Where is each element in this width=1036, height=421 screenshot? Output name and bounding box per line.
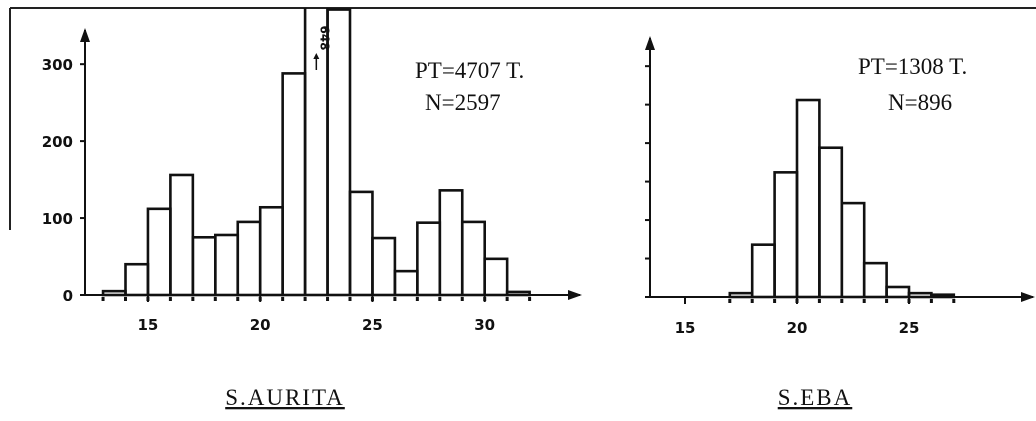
x-minor-tick bbox=[393, 297, 397, 301]
annotation: PT=1308 T. bbox=[858, 54, 967, 79]
x-axis-arrow bbox=[568, 290, 582, 300]
bar bbox=[348, 190, 374, 297]
x-minor-tick bbox=[952, 299, 956, 303]
x-tick-label: 15 bbox=[675, 319, 696, 337]
x-tick-label: 20 bbox=[250, 316, 271, 334]
y-tick-label: 0 bbox=[63, 287, 73, 305]
x-tick-label: 30 bbox=[474, 316, 495, 334]
x-axis-arrow bbox=[1021, 292, 1035, 302]
x-tick-label: 15 bbox=[138, 316, 159, 334]
y-tick-label: 200 bbox=[42, 133, 73, 151]
bar bbox=[862, 261, 888, 299]
chart-title: S.EBA bbox=[778, 385, 853, 410]
annotation: N=896 bbox=[888, 90, 952, 115]
annotation: N=2597 bbox=[425, 90, 501, 115]
bar bbox=[214, 233, 240, 297]
bar bbox=[236, 220, 262, 297]
x-tick-label: 25 bbox=[362, 316, 383, 334]
bar bbox=[750, 243, 776, 299]
x-tick-label: 20 bbox=[787, 319, 808, 337]
bar bbox=[483, 257, 509, 297]
x-minor-tick bbox=[929, 299, 933, 303]
value-label: 648 bbox=[317, 25, 331, 50]
bar bbox=[371, 236, 397, 297]
x-minor-tick bbox=[348, 297, 352, 301]
x-minor-tick bbox=[326, 297, 330, 301]
x-minor-tick bbox=[168, 297, 172, 301]
x-minor-tick bbox=[750, 299, 754, 303]
x-minor-tick bbox=[528, 297, 532, 301]
y-tick-label: 300 bbox=[42, 56, 73, 74]
x-minor-tick bbox=[191, 297, 195, 301]
plot bbox=[728, 98, 956, 299]
x-minor-tick bbox=[728, 299, 732, 303]
x-minor-tick bbox=[438, 297, 442, 301]
x-minor-tick bbox=[213, 297, 217, 301]
x-tick-label: 25 bbox=[899, 319, 920, 337]
bar bbox=[393, 269, 419, 297]
y-axis-arrow bbox=[645, 36, 655, 50]
x-minor-tick bbox=[840, 299, 844, 303]
bar bbox=[146, 207, 172, 297]
x-minor-tick bbox=[862, 299, 866, 303]
bar bbox=[773, 171, 799, 299]
x-minor-tick bbox=[505, 297, 509, 301]
x-minor-tick bbox=[415, 297, 419, 301]
bar bbox=[840, 201, 866, 299]
x-minor-tick bbox=[885, 299, 889, 303]
bar bbox=[124, 262, 150, 297]
x-minor-tick bbox=[281, 297, 285, 301]
x-minor-tick bbox=[773, 299, 777, 303]
x-minor-tick bbox=[124, 297, 127, 301]
annotation: PT=4707 T. bbox=[415, 58, 524, 83]
plot bbox=[101, 8, 531, 297]
y-axis-arrow bbox=[80, 28, 90, 42]
bar bbox=[795, 98, 821, 299]
x-minor-tick bbox=[101, 297, 105, 301]
bar bbox=[885, 285, 911, 299]
bar bbox=[191, 235, 217, 297]
x-minor-tick bbox=[303, 297, 307, 301]
value-arrow-head bbox=[313, 53, 320, 59]
bar bbox=[281, 72, 307, 297]
bar bbox=[169, 173, 195, 297]
bar bbox=[460, 220, 487, 297]
bar bbox=[416, 221, 442, 297]
bar bbox=[818, 146, 844, 299]
bar bbox=[326, 8, 352, 297]
x-minor-tick bbox=[236, 297, 240, 301]
bar bbox=[438, 189, 464, 297]
y-tick-label: 100 bbox=[42, 210, 73, 228]
x-minor-tick bbox=[817, 299, 821, 303]
x-minor-tick bbox=[460, 297, 464, 301]
chart-title: S.AURITA bbox=[225, 385, 345, 410]
bar bbox=[258, 205, 284, 297]
